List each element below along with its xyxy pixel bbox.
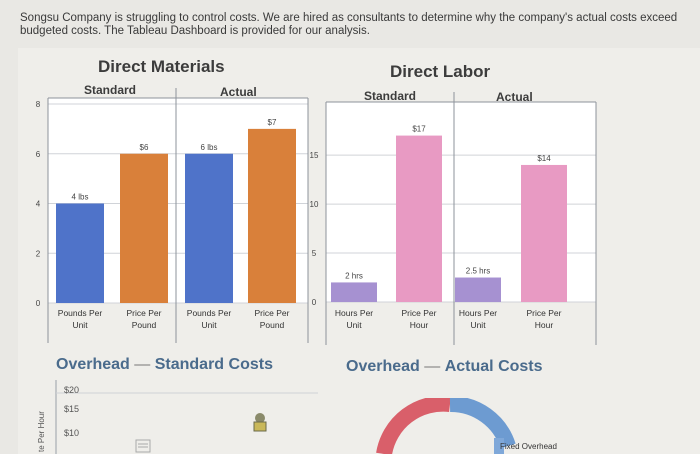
dm-category-3-line1: Price Per (255, 308, 290, 318)
dl-category-3-line1: Price Per (527, 308, 562, 318)
dl-data-label-2: 2.5 hrs (466, 267, 490, 276)
dm-y-tick-2: 4 (36, 200, 41, 209)
ohs-factory-icon (255, 413, 265, 423)
dl-bar-2 (455, 277, 501, 302)
dl-y-tick-3: 15 (310, 151, 319, 160)
overhead-actual-subtitle: Actual Costs (444, 358, 543, 375)
dl-standard-label: Standard (364, 89, 417, 103)
overhead-standard-chart: $20 $15 $10 te Per Hour (37, 380, 318, 454)
intro-text: Songsu Company is struggling to control … (20, 12, 678, 37)
dl-category-3-line2: Hour (535, 320, 554, 330)
dm-category-3-line2: Pound (260, 320, 285, 330)
dl-y-tick-2: 10 (310, 200, 319, 209)
dl-actual-label: Actual (496, 90, 533, 104)
ohs-y-axis-label: te Per Hour (37, 411, 46, 452)
dm-y-tick-1: 2 (36, 249, 41, 258)
dm-category-0-line1: Pounds Per (58, 308, 103, 318)
dm-data-label-3: $7 (268, 118, 277, 127)
overhead-standard-label: Overhead (56, 356, 130, 373)
dl-category-1-line1: Price Per (402, 308, 437, 318)
dm-data-label-2: 6 lbs (201, 143, 218, 152)
oha-donut-blue-segment (449, 398, 516, 449)
dm-bar-0 (56, 203, 104, 303)
dm-standard-label: Standard (84, 83, 137, 97)
overhead-standard-title: Overhead — Standard Costs (56, 356, 273, 373)
dl-y-tick-0: 0 (312, 298, 317, 307)
ohs-tick-15: $15 (64, 404, 79, 414)
dm-category-2-line1: Pounds Per (187, 308, 232, 318)
dm-bar-2 (185, 153, 233, 303)
overhead-actual-title: Overhead — Actual Costs (346, 358, 543, 375)
direct-materials-chart: 0 2 4 6 8 4 lbs Pounds Per Unit $6 Price Per Pound… (36, 88, 309, 343)
dm-actual-label: Actual (220, 85, 257, 99)
ohs-tick-10: $10 (64, 428, 79, 438)
ohs-calculator-icon (135, 439, 151, 453)
dl-category-0-line1: Hours Per (335, 308, 373, 318)
oha-legend-label: Fixed Overhead (500, 442, 557, 451)
dm-y-tick-4: 8 (36, 100, 41, 109)
dl-category-0-line2: Unit (346, 320, 362, 330)
dl-bar-3 (521, 164, 567, 302)
dm-y-tick-0: 0 (36, 299, 41, 308)
dl-data-label-0: 2 hrs (345, 271, 363, 280)
dm-data-label-1: $6 (140, 143, 149, 152)
direct-materials-title: Direct Materials (98, 57, 225, 76)
dm-y-tick-3: 6 (36, 150, 41, 159)
direct-labor-chart: 0 5 10 15 2 hrs Hours Per Unit $17 Price Per Hour… (310, 92, 597, 345)
dl-data-label-1: $17 (412, 125, 426, 134)
ohs-tick-20: $20 (64, 385, 79, 395)
dl-bar-0 (331, 282, 377, 302)
oha-donut-red-segment (376, 398, 451, 454)
tableau-dashboard: Direct Materials Standard Actual Direct … (18, 48, 700, 454)
dl-bar-1 (396, 135, 442, 302)
direct-labor-title: Direct Labor (390, 62, 491, 81)
dl-category-1-line2: Hour (410, 320, 429, 330)
overhead-actual-label: Overhead (346, 358, 420, 375)
dm-category-1-line2: Pound (132, 320, 157, 330)
dm-data-label-0: 4 lbs (72, 193, 89, 202)
dm-bar-1 (120, 153, 168, 303)
oha-legend-swatch (494, 438, 504, 454)
dl-y-tick-1: 5 (312, 249, 317, 258)
dm-category-2-line2: Unit (201, 320, 217, 330)
dl-category-2-line2: Unit (470, 320, 486, 330)
overhead-standard-subtitle: Standard Costs (154, 356, 273, 373)
dl-category-2-line1: Hours Per (459, 308, 497, 318)
dm-category-1-line1: Price Per (127, 308, 162, 318)
dm-bar-3 (248, 128, 296, 303)
overhead-actual-chart: Fixed Overhead (376, 398, 557, 454)
dl-data-label-3: $14 (537, 154, 551, 163)
dm-category-0-line2: Unit (72, 320, 88, 330)
